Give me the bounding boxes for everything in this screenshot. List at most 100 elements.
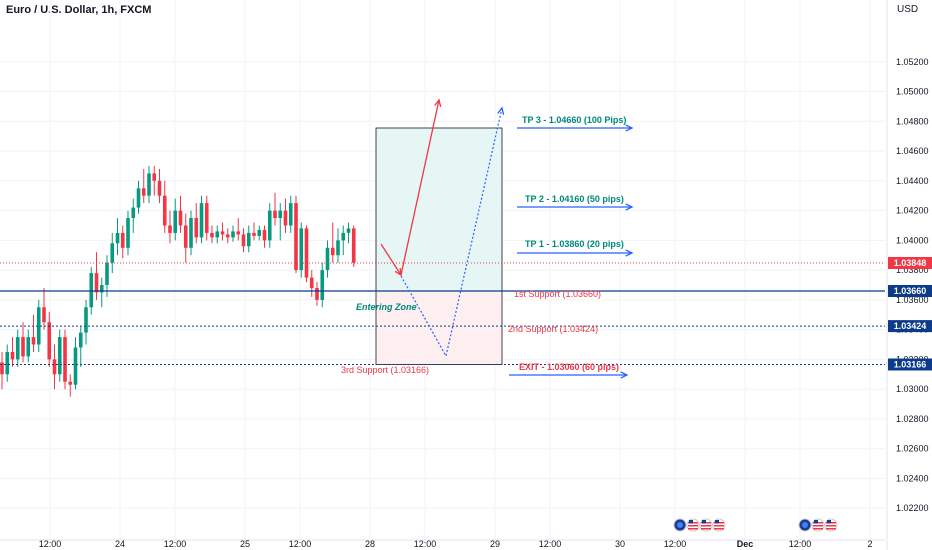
candle-body — [63, 337, 67, 382]
flag-stripe — [826, 528, 836, 530]
candle-body — [262, 229, 267, 241]
price-label-box[interactable] — [888, 257, 932, 269]
candle-body — [299, 228, 304, 271]
candle-body — [10, 352, 15, 360]
blue-dotted-path — [400, 107, 503, 358]
candle-body — [236, 231, 241, 235]
candle-body — [194, 218, 199, 238]
support1-label: 1st Support (1.03660) — [514, 289, 601, 299]
event-flag-icon[interactable] — [699, 518, 713, 532]
candle-body — [47, 322, 52, 360]
flag-canton — [814, 520, 818, 524]
event-globe-icon[interactable] — [798, 518, 812, 532]
price-label-box[interactable] — [888, 358, 932, 371]
price-label-text: 1.03660 — [894, 286, 927, 296]
candle-body — [225, 234, 230, 238]
event-flag-icon[interactable] — [686, 518, 700, 532]
flag-stripe — [714, 528, 724, 530]
candle-body — [215, 231, 220, 238]
candle-body — [189, 218, 193, 248]
price-tick-label: 1.05200 — [896, 57, 929, 67]
time-tick-label: 12:00 — [789, 539, 812, 549]
candle-body — [120, 232, 125, 248]
candle-body — [115, 232, 120, 244]
candle-body — [36, 307, 41, 345]
globe-core — [677, 522, 683, 528]
price-tick-label: 1.02400 — [896, 474, 929, 484]
time-tick-label: 12:00 — [539, 539, 562, 549]
candle-body — [162, 195, 167, 226]
profit-zone — [376, 128, 502, 291]
time-tick-label: 12:00 — [39, 539, 62, 549]
candle-body — [15, 337, 20, 360]
globe-core — [802, 522, 808, 528]
price-tick-label: 1.02600 — [896, 444, 929, 454]
candles — [0, 165, 356, 397]
flag-canton — [702, 520, 706, 524]
time-tick-label: 29 — [490, 539, 500, 549]
candle-body — [183, 225, 188, 248]
event-flag-icon[interactable] — [811, 518, 825, 532]
candle-body — [315, 288, 319, 300]
candle-body — [57, 337, 62, 375]
price-tick-label: 1.04400 — [896, 176, 929, 186]
candle-body — [168, 225, 172, 233]
red-arrow-down — [380, 243, 402, 276]
drawings — [0, 98, 885, 365]
time-tick-label: 12:00 — [289, 539, 312, 549]
time-tick-label: Dec — [737, 539, 754, 549]
position-box — [375, 127, 503, 365]
candle-body — [336, 240, 340, 256]
price-tick-label: 1.03800 — [896, 265, 929, 275]
event-globe-icon[interactable] — [673, 518, 687, 532]
candle-body — [273, 210, 277, 218]
time-tick-label: 28 — [365, 539, 375, 549]
time-tick-label: 25 — [240, 539, 250, 549]
flag-stripe — [813, 528, 823, 530]
currency-label: USD — [897, 4, 919, 15]
annotation-labels: TP 3 - 1.04660 (100 Pips) TP 2 - 1.04160 … — [341, 115, 634, 379]
price-tick-label: 1.04200 — [896, 206, 929, 216]
support3-label: 3rd Support (1.03166) — [341, 365, 429, 375]
candle-body — [199, 203, 204, 238]
candle-body — [325, 247, 330, 271]
support2-label: 2nd Support (1.03424) — [508, 324, 598, 334]
price-tick-label: 1.04800 — [896, 116, 929, 126]
loss-zone — [376, 291, 502, 365]
price-tick-label: 1.03000 — [896, 384, 929, 394]
candle-body — [126, 218, 130, 248]
candle-body — [105, 262, 109, 285]
candle-body — [309, 277, 314, 288]
candle-body — [283, 210, 288, 226]
event-flag-icon[interactable] — [712, 518, 726, 532]
price-label-box[interactable] — [888, 285, 932, 297]
candle-body — [42, 307, 46, 323]
candle-body — [52, 359, 57, 375]
candle-body — [26, 337, 31, 357]
candle-body — [84, 307, 88, 333]
candle-body — [246, 232, 251, 247]
price-label-box[interactable] — [888, 320, 932, 333]
tp3-arrow-head — [625, 124, 634, 132]
tp1-arrow-head — [625, 249, 634, 257]
flag-stripe — [688, 525, 698, 527]
price-tick-label: 1.05000 — [896, 87, 929, 97]
event-flag-icon[interactable] — [824, 518, 838, 532]
price-axis[interactable]: 1.022001.024001.026001.028001.030001.032… — [886, 0, 932, 550]
time-axis[interactable]: 12:00 24 12:00 25 12:00 28 12:00 29 12:00 30 12:00… — [0, 518, 885, 549]
candle-body — [267, 210, 272, 241]
price-tick-label: 1.02200 — [896, 503, 929, 513]
price-tick-label: 1.03600 — [896, 295, 929, 305]
time-tick-label: 12:00 — [164, 539, 187, 549]
candle-body — [94, 273, 99, 293]
candle-body — [241, 234, 246, 247]
candle-body — [320, 270, 325, 300]
flag-canton — [715, 520, 719, 524]
zone-outline — [375, 127, 503, 365]
candle-body — [304, 228, 309, 278]
candle-body — [0, 362, 4, 375]
candle-body — [346, 228, 351, 233]
tp1-label: TP 1 - 1.03860 (20 pips) — [525, 239, 624, 249]
candle-body — [89, 273, 94, 308]
